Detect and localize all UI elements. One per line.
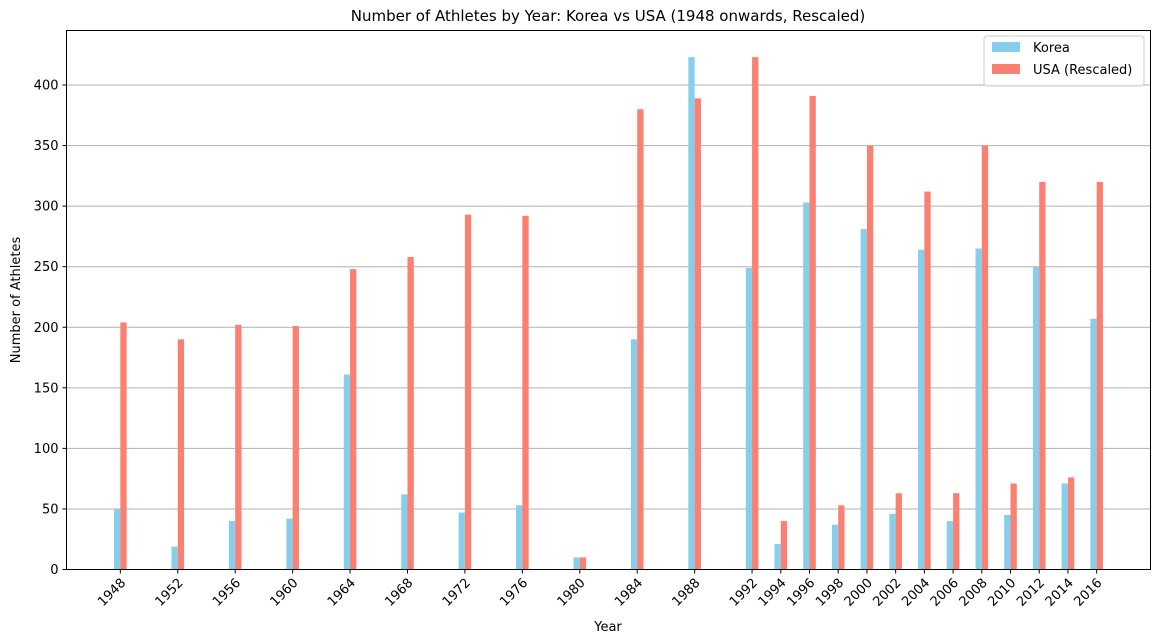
bar-korea-2002 bbox=[889, 513, 896, 570]
bar-korea-1968 bbox=[401, 494, 408, 570]
x-tick-label: 2010 bbox=[985, 576, 1019, 610]
bar-usa-2010 bbox=[1010, 483, 1017, 570]
y-tick-label: 200 bbox=[34, 321, 59, 336]
x-tick-label: 1996 bbox=[784, 576, 818, 610]
x-tick-label: 1952 bbox=[153, 576, 187, 610]
bar-korea-1998 bbox=[831, 524, 839, 570]
bar-usa-1992 bbox=[752, 57, 759, 570]
x-tick-label: 2008 bbox=[957, 576, 991, 610]
bar-korea-1964 bbox=[343, 374, 351, 570]
bar-korea-1960 bbox=[286, 518, 293, 570]
y-axis: 0 50 100 150 200 250 300 350 400 bbox=[34, 79, 67, 578]
x-tick-label: 2014 bbox=[1043, 576, 1077, 610]
bar-korea-1972 bbox=[458, 512, 465, 570]
bar-layer bbox=[114, 57, 1103, 570]
bar-usa-1984 bbox=[637, 109, 644, 570]
bar-usa-1968 bbox=[407, 257, 414, 570]
bar-korea-1980 bbox=[573, 557, 580, 570]
x-tick-label: 2000 bbox=[842, 576, 876, 610]
bar-korea-2010 bbox=[1004, 514, 1011, 570]
bar-korea-2006 bbox=[946, 521, 954, 570]
bar-korea-1956 bbox=[228, 521, 236, 570]
x-tick-label: 2012 bbox=[1014, 576, 1048, 610]
legend-swatch-korea bbox=[992, 42, 1020, 52]
bar-korea-2000 bbox=[860, 229, 867, 570]
legend-swatch-usa bbox=[992, 64, 1020, 74]
grid-layer bbox=[66, 84, 1151, 570]
bar-korea-2008 bbox=[975, 248, 982, 570]
y-tick-label: 100 bbox=[34, 442, 59, 457]
x-tick-label: 1976 bbox=[497, 576, 531, 610]
bar-korea-2012 bbox=[1032, 266, 1040, 570]
bar-usa-1998 bbox=[838, 505, 845, 570]
x-tick-label: 1988 bbox=[669, 576, 703, 610]
bar-usa-2014 bbox=[1067, 477, 1075, 570]
x-tick-label: 2002 bbox=[870, 576, 904, 610]
bar-korea-1984 bbox=[630, 339, 638, 570]
bar-korea-1948 bbox=[114, 508, 121, 570]
x-tick-label: 2004 bbox=[899, 576, 933, 610]
bar-korea-1976 bbox=[516, 505, 523, 570]
y-tick-label: 300 bbox=[34, 200, 59, 215]
bar-korea-1988 bbox=[688, 57, 695, 570]
x-tick-label: 1972 bbox=[440, 576, 474, 610]
bar-korea-1992 bbox=[745, 267, 753, 570]
bar-usa-1960 bbox=[292, 326, 299, 570]
bar-korea-2004 bbox=[918, 249, 925, 570]
bar-usa-1976 bbox=[522, 215, 529, 570]
bar-usa-1980 bbox=[579, 557, 587, 570]
chart-title: Number of Athletes by Year: Korea vs USA… bbox=[351, 7, 865, 25]
bar-korea-1994 bbox=[774, 544, 781, 570]
y-tick-label: 400 bbox=[34, 79, 59, 94]
x-tick-label: 1998 bbox=[813, 576, 847, 610]
x-axis: 1948 1952 1956 1960 1964 1968 1972 1976 1980 1984… bbox=[95, 569, 1105, 610]
y-tick-label: 250 bbox=[34, 260, 59, 275]
bar-usa-1988 bbox=[694, 98, 701, 570]
x-axis-label: Year bbox=[593, 620, 622, 635]
legend-label-usa: USA (Rescaled) bbox=[1033, 63, 1132, 78]
x-tick-label: 1964 bbox=[325, 576, 359, 610]
bar-korea-2016 bbox=[1090, 318, 1097, 570]
bar-usa-1948 bbox=[120, 322, 127, 570]
x-tick-label: 1984 bbox=[612, 576, 646, 610]
x-tick-label: 1994 bbox=[756, 576, 790, 610]
y-tick-label: 50 bbox=[42, 502, 59, 517]
bar-usa-2000 bbox=[866, 145, 874, 570]
legend-label-korea: Korea bbox=[1033, 41, 1070, 56]
y-tick-label: 150 bbox=[34, 381, 59, 396]
x-tick-label: 1992 bbox=[727, 576, 761, 610]
bar-usa-2008 bbox=[981, 145, 989, 570]
bar-usa-1964 bbox=[350, 269, 357, 570]
y-tick-label: 0 bbox=[50, 563, 58, 578]
bar-usa-1994 bbox=[780, 521, 788, 570]
x-tick-label: 1956 bbox=[210, 576, 244, 610]
y-axis-label: Number of Athletes bbox=[9, 237, 24, 364]
x-tick-label: 2016 bbox=[1071, 576, 1105, 610]
x-tick-label: 2006 bbox=[928, 576, 962, 610]
legend: Korea USA (Rescaled) bbox=[983, 35, 1145, 87]
x-tick-label: 1980 bbox=[555, 576, 589, 610]
bar-usa-2002 bbox=[895, 493, 902, 570]
bar-usa-1952 bbox=[177, 339, 185, 570]
bar-korea-2014 bbox=[1061, 483, 1068, 570]
bar-usa-1972 bbox=[464, 214, 472, 570]
bar-korea-1996 bbox=[803, 202, 810, 570]
bar-usa-2004 bbox=[924, 191, 931, 570]
bar-usa-2016 bbox=[1096, 181, 1103, 570]
x-tick-label: 1948 bbox=[95, 576, 129, 610]
bar-usa-1996 bbox=[809, 95, 816, 570]
bar-usa-2006 bbox=[953, 493, 960, 570]
bar-usa-1956 bbox=[235, 324, 242, 570]
bar-korea-1952 bbox=[171, 546, 178, 570]
y-tick-label: 350 bbox=[34, 139, 59, 154]
bar-usa-2012 bbox=[1039, 181, 1046, 570]
legend-box bbox=[983, 35, 1145, 87]
x-tick-label: 1968 bbox=[382, 576, 416, 610]
plot-frame bbox=[66, 30, 1151, 570]
x-tick-label: 1960 bbox=[267, 576, 301, 610]
